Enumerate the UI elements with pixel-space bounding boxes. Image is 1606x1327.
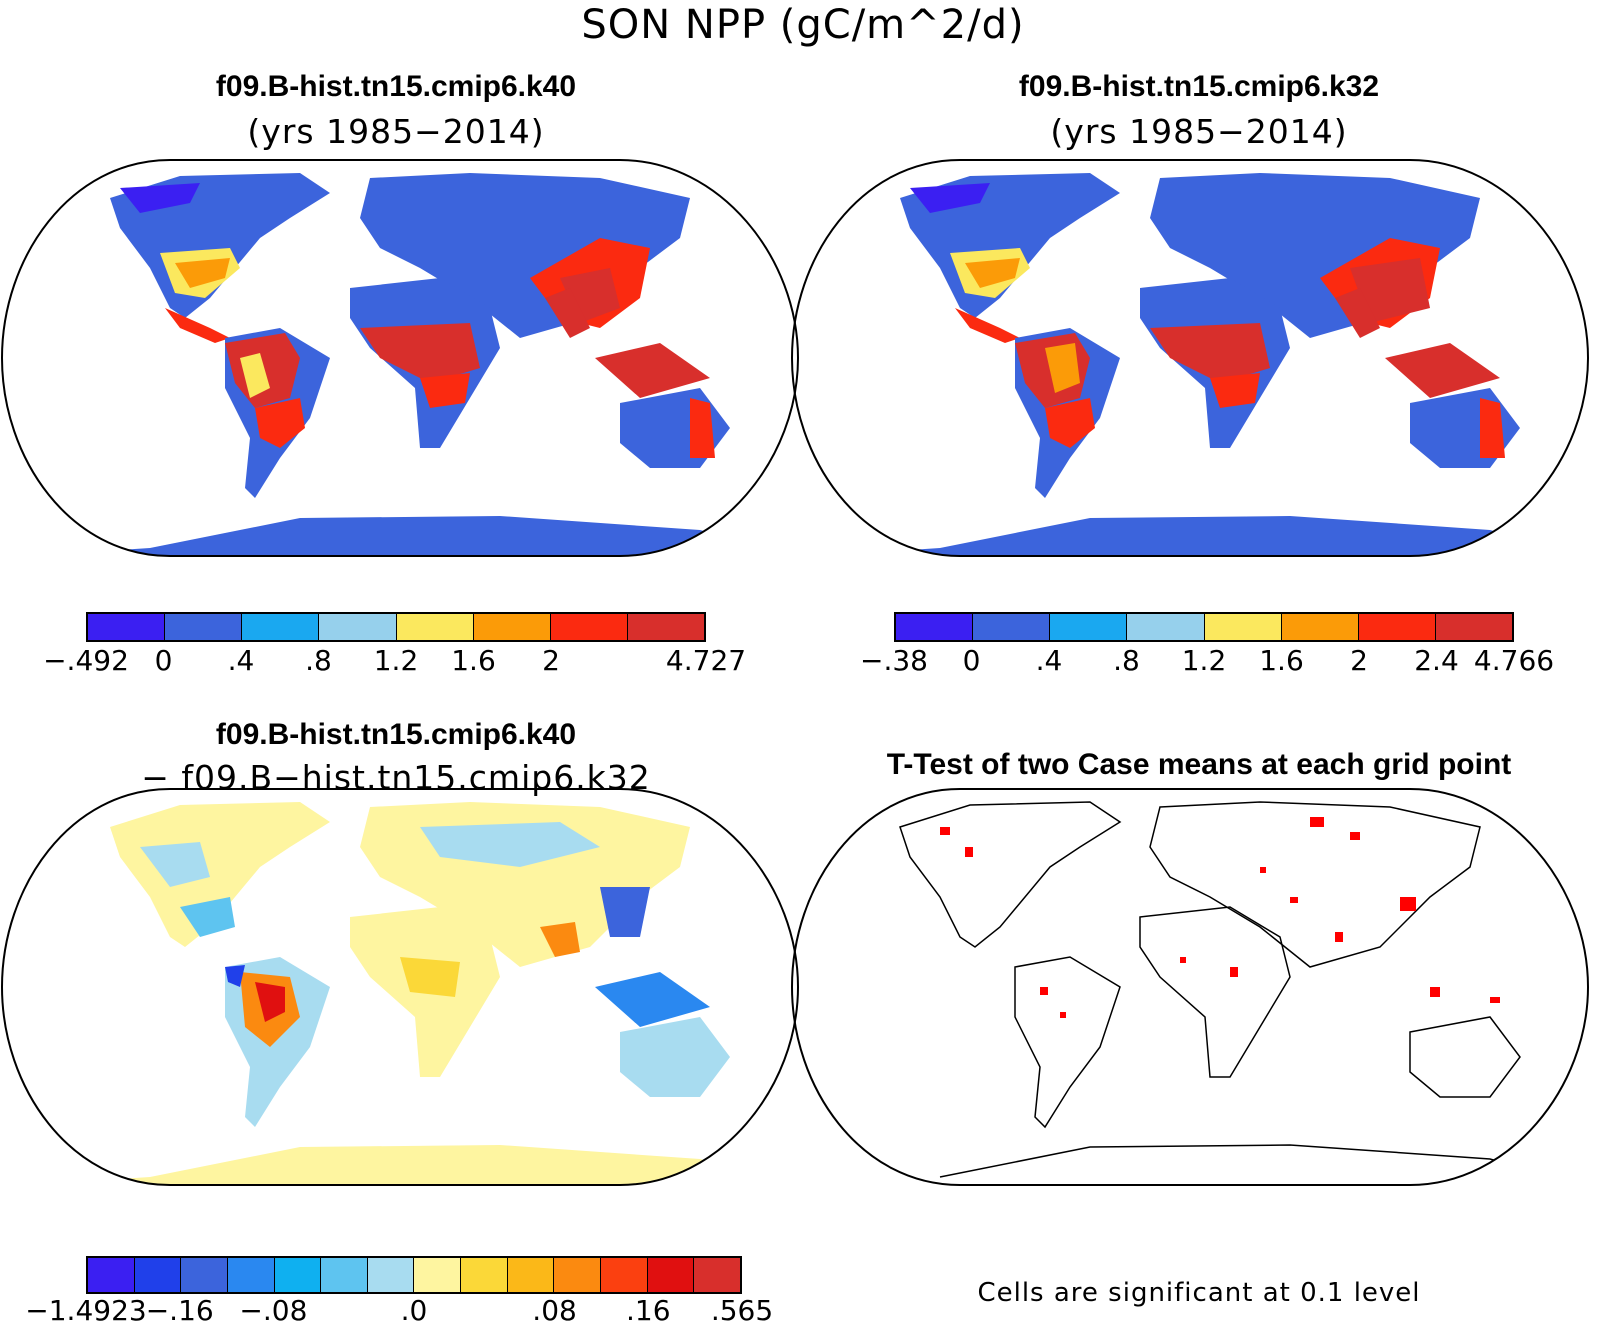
colorbar-3: −1.4923 −.16 −.08 .0 .08 .16 .565 [25, 1256, 773, 1327]
colorbar-tick-label: −.38 [860, 644, 928, 677]
colorbar-swatch [320, 1258, 367, 1292]
colorbar-tick-label: .8 [1113, 644, 1140, 677]
colorbar-1: −.492 0 .4 .8 1.2 1.6 2 4.727 [43, 612, 746, 677]
colorbar-swatch [318, 614, 396, 640]
colorbar-swatch [226, 1258, 274, 1292]
colorbar-swatch [273, 1258, 321, 1292]
colorbar-swatch [164, 614, 242, 640]
colorbar-swatch [1357, 614, 1435, 640]
colorbar-swatch [1203, 614, 1281, 640]
colorbar-tick-label: .0 [400, 1294, 428, 1327]
colorbar-swatch [460, 1258, 507, 1292]
colorbar-swatch [395, 614, 473, 640]
colorbar-tick-label: 4.766 [1473, 644, 1555, 677]
panel3-subtitle: − f09.B−hist.tn15.cmip6.k32 [141, 758, 651, 797]
colorbar-2: −.38 0 .4 .8 1.2 1.6 2 2.4 4.766 [860, 612, 1554, 677]
colorbar-swatch [896, 614, 973, 640]
colorbar-tick-label: −.08 [239, 1294, 308, 1327]
map-k32-land [792, 173, 1588, 556]
colorbar-tick-label: 4.727 [665, 644, 747, 677]
colorbar-tick-label: .08 [532, 1294, 577, 1327]
colorbar-swatch [180, 1258, 227, 1292]
colorbar-tick-label: −.492 [43, 644, 129, 677]
panel2-title: f09.B-hist.tn15.cmip6.k32 [1018, 70, 1380, 103]
colorbar-swatch [1434, 614, 1512, 640]
panel2-subtitle: (yrs 1985−2014) [1050, 112, 1348, 151]
colorbar-tick-label: 1.6 [1259, 644, 1304, 677]
panel4-title: T-Test of two Case means at each grid po… [886, 748, 1512, 781]
colorbar-swatch [693, 1258, 740, 1292]
colorbar-tick-label: 1.2 [373, 644, 419, 677]
colorbar-swatch [549, 614, 627, 640]
colorbar-swatch [506, 1258, 554, 1292]
colorbar-tick-label: 0 [154, 644, 173, 677]
map-k40 [1, 159, 799, 557]
figure-title: SON NPP (gC/m^2/d) [581, 2, 1025, 48]
colorbar-swatch [133, 1258, 181, 1292]
colorbar-tick-label: −.16 [145, 1294, 214, 1327]
colorbar-tick-label: 0 [962, 644, 981, 677]
map-ttest-land [899, 801, 1588, 1185]
colorbar-tick-label: −1.4923 [25, 1294, 147, 1327]
map-k40-land [2, 173, 798, 556]
colorbar-tick-label: 1.6 [451, 644, 496, 677]
map-difference-land [2, 802, 798, 1185]
colorbar-swatch [241, 614, 319, 640]
panel1-subtitle: (yrs 1985−2014) [247, 112, 545, 151]
colorbar-swatch [646, 1258, 694, 1292]
panel1-title: f09.B-hist.tn15.cmip6.k40 [215, 70, 577, 103]
significance-note: Cells are significant at 0.1 level [977, 1278, 1421, 1308]
colorbar-tick-label: 2 [542, 644, 560, 677]
panel3-title: f09.B-hist.tn15.cmip6.k40 [215, 718, 577, 751]
colorbar-swatch [1280, 614, 1358, 640]
colorbar-swatch [413, 1258, 461, 1292]
colorbar-tick-label: .4 [227, 644, 255, 677]
colorbar-tick-label: .8 [305, 644, 332, 677]
colorbar-tick-label: 2.4 [1414, 644, 1459, 677]
colorbar-tick-label: .4 [1035, 644, 1063, 677]
colorbar-swatch [472, 614, 550, 640]
colorbar-swatch [553, 1258, 601, 1292]
map-difference [1, 788, 799, 1186]
colorbar-swatch [600, 1258, 647, 1292]
colorbar-swatch [366, 1258, 414, 1292]
colorbar-swatch [88, 614, 165, 640]
colorbar-swatch [1049, 614, 1127, 640]
colorbar-tick-label: .16 [626, 1294, 671, 1327]
significant-cells [940, 817, 1500, 1018]
colorbar-swatch [626, 614, 704, 640]
map-ttest [791, 788, 1589, 1186]
colorbar-swatch [972, 614, 1050, 640]
colorbar-tick-label: 2 [1350, 644, 1368, 677]
map-k32 [791, 159, 1589, 557]
colorbar-swatch [1126, 614, 1204, 640]
colorbar-tick-label: 1.2 [1181, 644, 1227, 677]
colorbar-tick-label: .565 [710, 1294, 774, 1327]
colorbar-swatch [88, 1258, 134, 1292]
